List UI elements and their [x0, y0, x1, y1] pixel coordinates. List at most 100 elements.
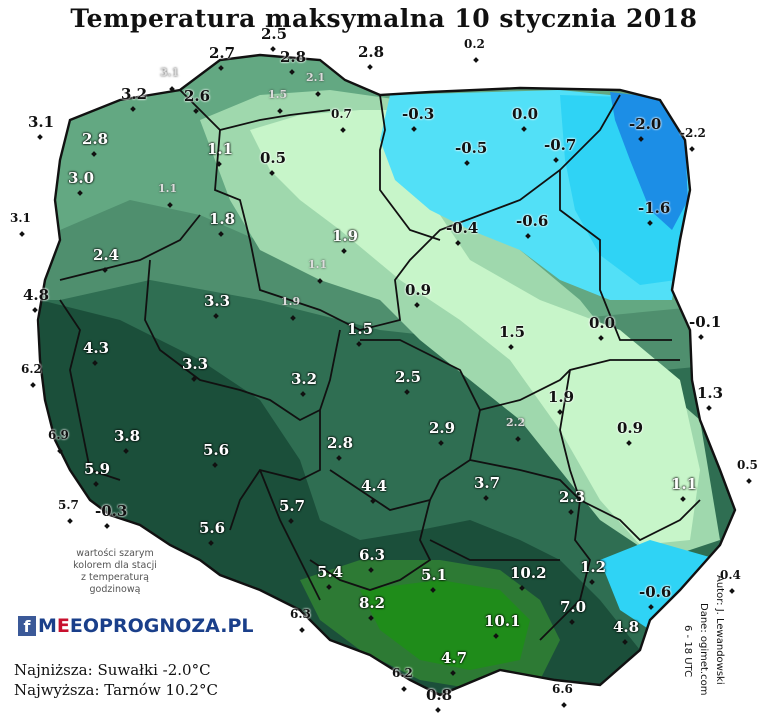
station-marker: [648, 604, 654, 610]
facebook-icon[interactable]: f: [18, 616, 36, 636]
station-value: 6.9: [48, 428, 69, 442]
station-marker: [93, 481, 99, 487]
station-value: 0.4: [720, 568, 741, 582]
station-value: 2.1: [306, 71, 326, 84]
station-marker: [493, 633, 499, 639]
station-value: 6.3: [359, 546, 386, 564]
station-marker: [212, 462, 218, 468]
station-marker: [553, 157, 559, 163]
station-marker: [104, 523, 110, 529]
station-value: 5.7: [58, 498, 79, 512]
station-marker: [557, 409, 563, 415]
lowest-temperature: Najniższa: Suwałki -2.0°C: [14, 661, 211, 679]
station-value: 0.9: [405, 281, 432, 299]
station-value: 0.5: [260, 149, 287, 167]
station-value: -2.2: [680, 126, 706, 140]
station-value: -0.3: [402, 105, 435, 123]
station-value: 0.0: [589, 314, 616, 332]
station-marker: [288, 518, 294, 524]
station-value: 1.8: [209, 210, 236, 228]
station-marker: [508, 344, 514, 350]
station-value: -0.3: [95, 502, 128, 520]
station-value: 8.2: [359, 594, 386, 612]
station-marker: [92, 360, 98, 366]
station-marker: [37, 134, 43, 140]
station-marker: [430, 587, 436, 593]
station-marker: [561, 702, 567, 708]
station-marker: [191, 376, 197, 382]
station-value: 2.8: [280, 48, 307, 66]
station-value: 2.5: [395, 368, 422, 386]
station-value: -0.5: [455, 139, 488, 157]
station-marker: [521, 126, 527, 132]
station-value: 0.7: [331, 107, 352, 121]
station-value: 1.1: [308, 258, 328, 271]
station-value: 3.3: [204, 292, 231, 310]
station-marker: [519, 585, 525, 591]
station-marker: [598, 335, 604, 341]
station-value: 1.5: [268, 88, 288, 101]
station-marker: [19, 231, 25, 237]
station-marker: [77, 190, 83, 196]
station-marker: [341, 248, 347, 254]
station-value: 7.0: [560, 598, 587, 616]
station-marker: [404, 389, 410, 395]
station-value: 1.9: [281, 295, 301, 308]
station-marker: [680, 496, 686, 502]
station-value: 0.8: [426, 686, 453, 704]
station-marker: [515, 436, 521, 442]
station-value: 2.3: [559, 488, 586, 506]
station-value: -0.4: [446, 219, 479, 237]
station-marker: [698, 334, 704, 340]
station-marker: [336, 455, 342, 461]
station-value: -0.6: [516, 212, 549, 230]
station-marker: [450, 670, 456, 676]
station-marker: [455, 240, 461, 246]
station-marker: [340, 127, 346, 133]
station-marker: [326, 584, 332, 590]
station-marker: [414, 302, 420, 308]
station-value: 0.9: [617, 419, 644, 437]
station-value: 1.5: [499, 323, 526, 341]
station-marker: [569, 619, 575, 625]
station-value: 4.7: [441, 649, 468, 667]
station-marker: [277, 108, 283, 114]
station-value: 10.2: [510, 564, 547, 582]
station-value: 2.8: [82, 130, 109, 148]
station-value: 2.8: [358, 43, 385, 61]
station-value: 4.8: [23, 286, 50, 304]
station-markers: [19, 46, 752, 713]
station-value: 1.1: [207, 140, 234, 158]
station-marker: [356, 341, 362, 347]
station-marker: [299, 627, 305, 633]
station-value: 0.5: [737, 458, 758, 472]
station-value: 5.1: [421, 566, 448, 584]
station-value: 3.3: [182, 355, 209, 373]
station-marker: [438, 440, 444, 446]
station-value: 3.2: [291, 370, 318, 388]
station-value: 5.9: [84, 460, 111, 478]
station-marker: [289, 69, 295, 75]
station-value: 0.0: [512, 105, 539, 123]
station-marker: [746, 478, 752, 484]
station-marker: [167, 202, 173, 208]
station-value: 3.1: [28, 113, 55, 131]
station-marker: [218, 65, 224, 71]
station-value: 5.4: [317, 563, 344, 581]
data-source-credit: Dane: ogimet.com: [698, 603, 709, 696]
meteoprognoza-logo[interactable]: f M E EOPROGNOZA.PL: [18, 614, 253, 638]
legend-note-line: godzinową: [89, 583, 141, 595]
station-value: 3.0: [68, 169, 95, 187]
station-value: -0.1: [689, 313, 722, 331]
station-marker: [647, 220, 653, 226]
legend-note-line: kolorem dla stacji: [73, 559, 157, 571]
station-marker: [130, 106, 136, 112]
station-value: 1.1: [158, 182, 178, 195]
station-value: 3.1: [10, 211, 31, 225]
station-value: 1.9: [332, 227, 359, 245]
map-title: Temperatura maksymalna 10 stycznia 2018: [70, 4, 698, 33]
station-value: 0.2: [464, 37, 485, 51]
station-value: 2.6: [184, 87, 211, 105]
station-marker: [169, 86, 175, 92]
station-marker: [270, 46, 276, 52]
